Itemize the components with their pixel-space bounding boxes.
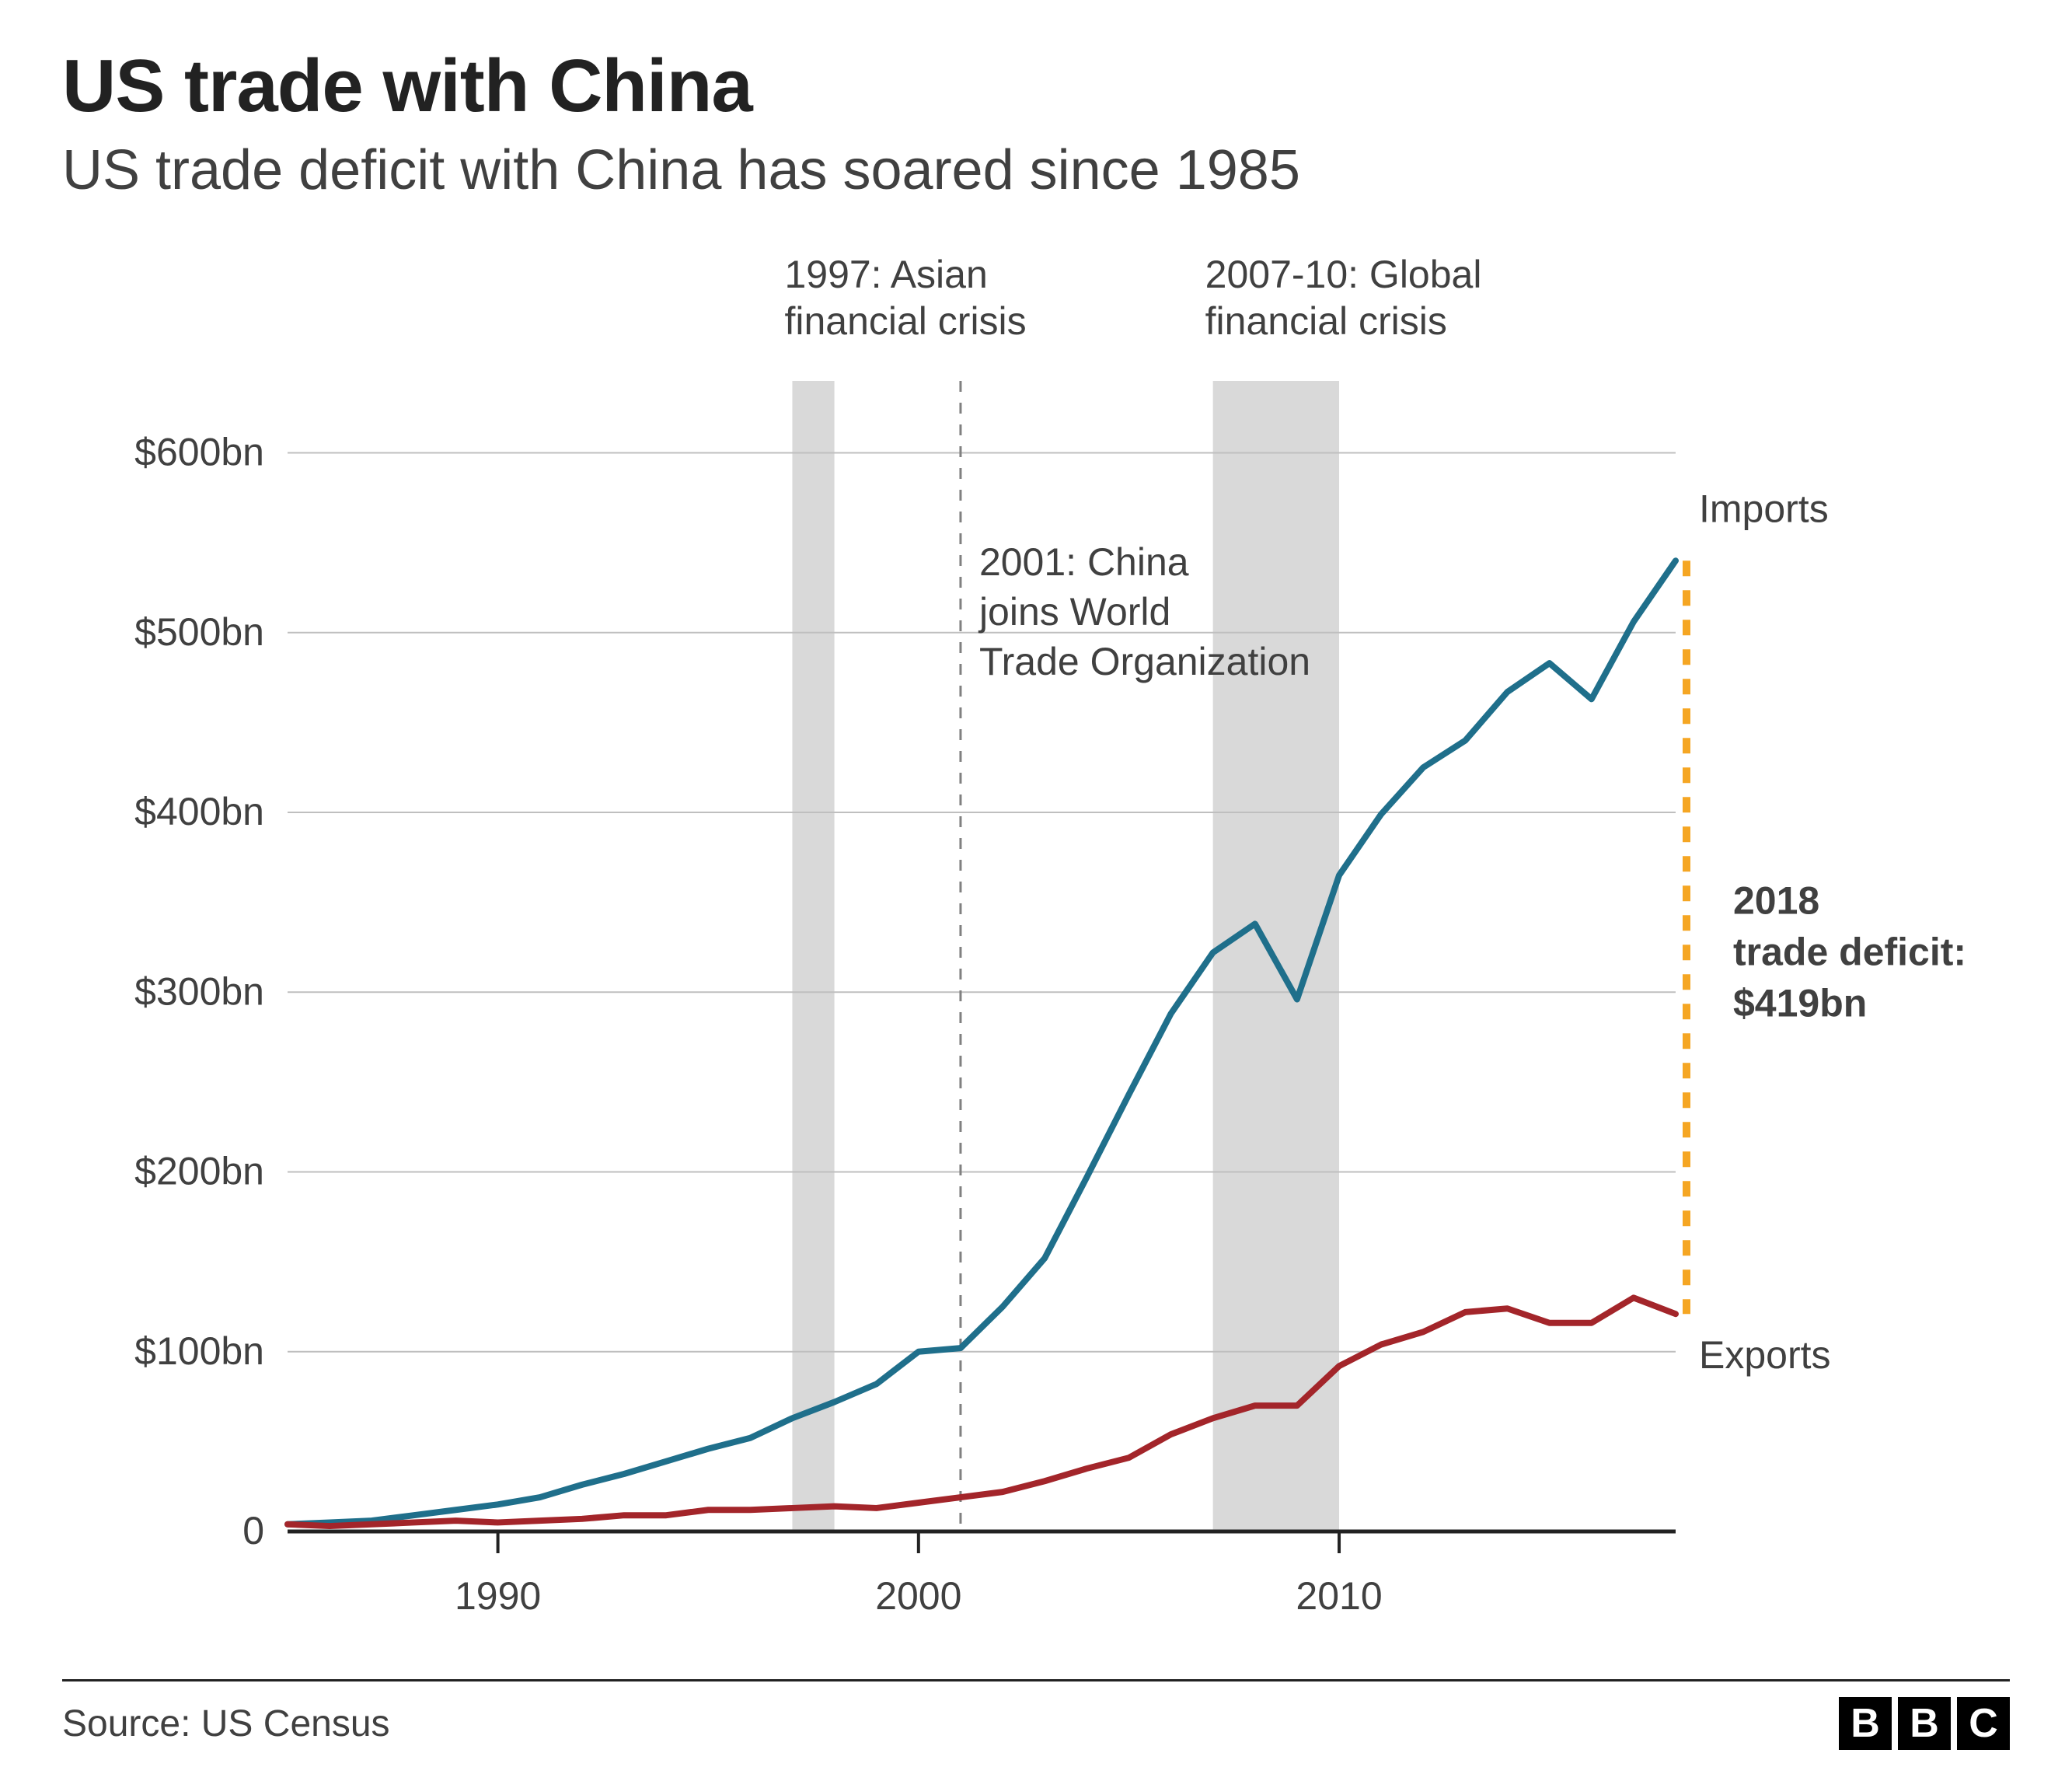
- y-axis-label: $500bn: [134, 610, 264, 654]
- y-axis-label: $600bn: [134, 431, 264, 474]
- logo-letter: B: [1898, 1697, 1951, 1750]
- x-axis-label: 2010: [1296, 1574, 1382, 1618]
- series-imports: [288, 560, 1676, 1524]
- deficit-label: $419bn: [1733, 982, 1867, 1025]
- x-axis-label: 1990: [455, 1574, 541, 1618]
- y-axis-label: $300bn: [134, 969, 264, 1013]
- deficit-label: trade deficit:: [1733, 931, 1966, 974]
- bbc-logo: B B C: [1839, 1697, 2010, 1750]
- series-label: Imports: [1699, 487, 1829, 530]
- y-axis-label: $200bn: [134, 1150, 264, 1193]
- series-label: Exports: [1699, 1333, 1831, 1377]
- band-annotation: financial crisis: [1205, 299, 1447, 343]
- y-axis-label: 0: [242, 1509, 264, 1552]
- logo-letter: C: [1957, 1697, 2010, 1750]
- chart-subtitle: US trade deficit with China has soared s…: [62, 138, 2010, 202]
- source-label: Source: US Census: [62, 1702, 390, 1745]
- deficit-label: 2018: [1733, 879, 1819, 923]
- crisis-band: [792, 381, 834, 1531]
- chart-region: 1997: Asianfinancial crisis2007-10: Glob…: [62, 225, 2010, 1664]
- x-axis-label: 2000: [875, 1574, 961, 1618]
- band-annotation: 1997: Asian: [784, 253, 987, 296]
- chart-footer: Source: US Census B B C: [62, 1679, 2010, 1750]
- series-exports: [288, 1297, 1676, 1526]
- vline-annotation: 2001: China: [979, 540, 1189, 584]
- y-axis-label: $400bn: [134, 790, 264, 833]
- band-annotation: 2007-10: Global: [1205, 253, 1482, 296]
- vline-annotation: joins World: [978, 590, 1170, 634]
- logo-letter: B: [1839, 1697, 1892, 1750]
- band-annotation: financial crisis: [784, 299, 1026, 343]
- trade-line-chart: 1997: Asianfinancial crisis2007-10: Glob…: [62, 225, 2010, 1664]
- vline-annotation: Trade Organization: [979, 640, 1310, 683]
- chart-title: US trade with China: [62, 44, 2010, 129]
- y-axis-label: $100bn: [134, 1329, 264, 1373]
